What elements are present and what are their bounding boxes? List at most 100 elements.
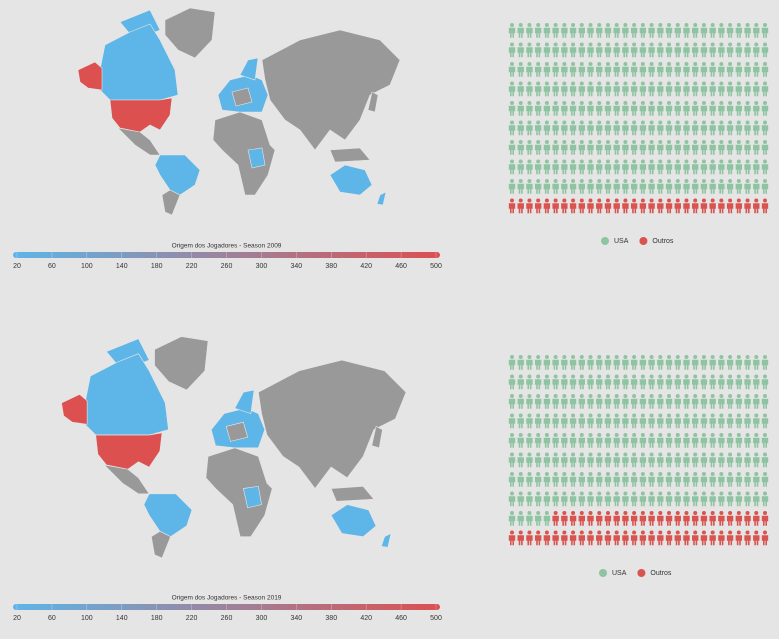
- icon-head: [640, 355, 645, 359]
- person-icon: [604, 433, 612, 448]
- icon-head: [579, 120, 584, 125]
- person-icon: [526, 530, 533, 546]
- icon-head: [518, 433, 523, 437]
- icon-head: [693, 101, 698, 105]
- legend-label: Outros: [652, 238, 674, 245]
- icon-head: [527, 23, 532, 27]
- person-icon: [543, 511, 551, 526]
- person-icon: [569, 101, 577, 116]
- person-icon: [657, 42, 664, 58]
- icon-head: [675, 472, 680, 476]
- person-icon: [578, 413, 585, 429]
- icon-body: [761, 47, 769, 58]
- icon-head: [675, 198, 680, 203]
- icon-body: [526, 398, 533, 409]
- person-icon: [630, 101, 638, 116]
- icon-body: [561, 144, 568, 155]
- icon-body: [578, 164, 585, 175]
- icon-body: [657, 398, 664, 409]
- icon-head: [658, 42, 663, 47]
- icon-body: [517, 535, 524, 546]
- person-icon: [517, 530, 524, 546]
- icon-body: [718, 203, 725, 214]
- person-icon: [534, 413, 542, 429]
- icon-body: [700, 398, 708, 409]
- icon-head: [736, 394, 741, 398]
- person-icon: [735, 413, 743, 429]
- icon-body: [569, 164, 577, 175]
- person-icon: [761, 530, 769, 546]
- icon-head: [527, 530, 532, 535]
- icon-head: [701, 374, 706, 379]
- person-icon: [709, 198, 716, 214]
- icon-body: [569, 398, 577, 409]
- icon-head: [701, 452, 706, 457]
- icon-head: [719, 355, 724, 359]
- icon-body: [709, 476, 716, 487]
- person-icon: [552, 159, 559, 175]
- person-icon: [665, 42, 673, 58]
- icon-head: [588, 472, 593, 476]
- icon-head: [667, 42, 672, 47]
- icon-head: [684, 159, 689, 164]
- icon-head: [579, 62, 584, 66]
- icon-body: [639, 398, 647, 409]
- colorbar-tick-label: 340: [290, 263, 302, 270]
- person-icon: [622, 394, 629, 409]
- icon-body: [639, 183, 647, 194]
- icon-body: [700, 125, 708, 136]
- person-icon: [613, 374, 620, 390]
- icon-body: [700, 86, 708, 97]
- person-icon: [726, 374, 734, 390]
- icon-head: [763, 198, 767, 203]
- icon-body: [753, 183, 760, 194]
- person-icon: [674, 42, 681, 58]
- icon-body: [674, 27, 681, 38]
- person-icon: [665, 394, 673, 409]
- icon-head: [710, 81, 715, 86]
- icon-body: [604, 27, 612, 38]
- icon-body: [700, 515, 708, 526]
- person-icon: [604, 101, 612, 116]
- person-icon: [552, 433, 559, 448]
- icon-head: [736, 472, 741, 476]
- person-icon: [700, 81, 708, 97]
- person-icon: [604, 413, 612, 429]
- person-icon: [709, 394, 716, 409]
- icon-head: [571, 42, 576, 47]
- icon-body: [526, 47, 533, 58]
- icon-head: [597, 511, 602, 515]
- icon-head: [658, 179, 663, 183]
- person-icon: [639, 511, 647, 526]
- icon-body: [569, 535, 577, 546]
- icon-head: [623, 140, 628, 144]
- person-icon: [630, 120, 638, 136]
- icon-body: [744, 27, 751, 38]
- icon-body: [517, 379, 524, 390]
- icon-body: [753, 496, 760, 507]
- person-icon: [613, 23, 620, 38]
- icon-body: [630, 379, 638, 390]
- icon-head: [553, 179, 558, 183]
- icon-body: [613, 47, 620, 58]
- icon-head: [745, 374, 750, 379]
- icon-body: [508, 66, 516, 77]
- person-icon: [569, 355, 577, 370]
- person-icon: [692, 120, 699, 136]
- person-icon: [683, 355, 690, 370]
- icon-head: [553, 101, 558, 105]
- person-icon: [744, 23, 751, 38]
- icon-body: [552, 496, 559, 507]
- icon-head: [579, 42, 584, 47]
- icon-head: [640, 374, 645, 379]
- person-icon: [596, 140, 603, 155]
- icon-body: [508, 496, 516, 507]
- icon-body: [709, 535, 716, 546]
- icon-head: [693, 23, 698, 27]
- person-icon: [692, 23, 699, 38]
- person-icon: [683, 62, 690, 77]
- icon-head: [719, 81, 724, 86]
- person-icon: [534, 120, 542, 136]
- icon-body: [526, 515, 533, 526]
- person-icon: [639, 491, 647, 507]
